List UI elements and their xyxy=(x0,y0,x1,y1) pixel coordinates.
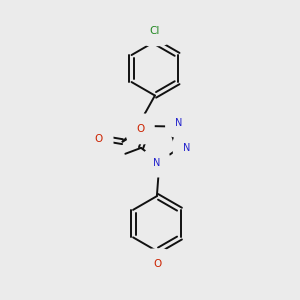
Text: O: O xyxy=(95,134,103,144)
Text: Cl: Cl xyxy=(150,26,160,36)
Text: N: N xyxy=(153,158,160,168)
Text: O: O xyxy=(136,124,144,134)
Text: O: O xyxy=(154,259,162,269)
Text: N: N xyxy=(175,118,182,128)
Text: N: N xyxy=(182,142,190,153)
